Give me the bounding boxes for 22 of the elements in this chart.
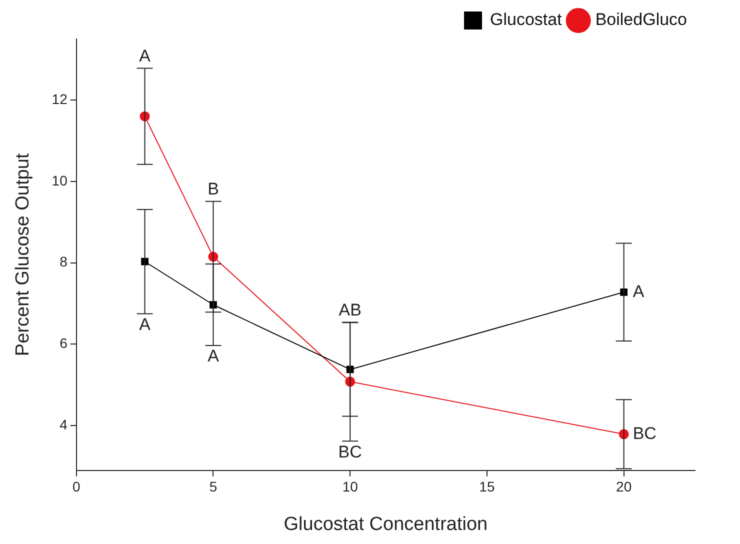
- annotation: A: [139, 314, 152, 334]
- y-tick-label: 4: [60, 416, 68, 432]
- x-tick-label: 0: [72, 478, 80, 495]
- y-tick-label: 8: [60, 254, 68, 270]
- annotation: BC: [338, 442, 362, 462]
- legend-label: BoiledGluco: [595, 10, 688, 30]
- annotation: A: [632, 282, 645, 301]
- y-tick-label: 10: [52, 172, 68, 188]
- annotation: A: [139, 46, 152, 66]
- x-axis-title: Glucostat Concentration: [284, 514, 488, 535]
- y-tick-label: 12: [52, 90, 68, 107]
- y-axis-title: Percent Glucose Output: [12, 152, 34, 356]
- x-tick-label: 15: [479, 478, 495, 495]
- x-tick-label: 20: [616, 478, 632, 495]
- x-tick-label: 10: [342, 478, 358, 495]
- annotation: A: [208, 346, 220, 366]
- annotation: AB: [338, 300, 362, 320]
- legend-label: Glucostat: [490, 10, 562, 30]
- x-tick-label: 5: [209, 478, 218, 495]
- annotation: BC: [632, 424, 656, 443]
- annotation: B: [208, 180, 219, 199]
- y-tick-label: 6: [60, 335, 68, 352]
